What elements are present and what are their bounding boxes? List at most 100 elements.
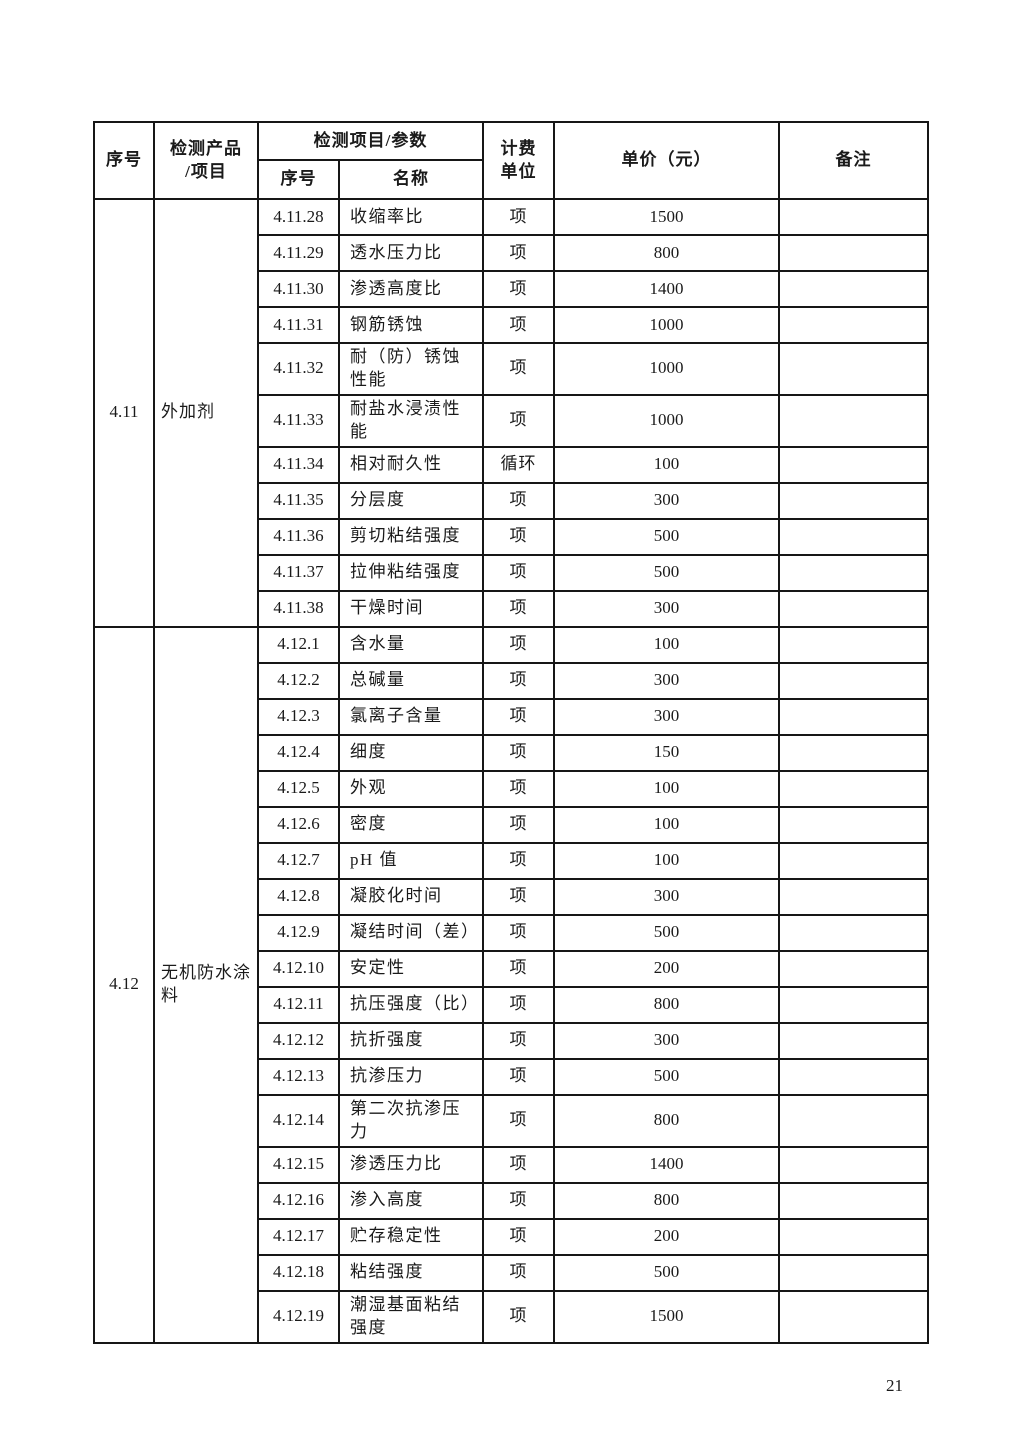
- table-row: 4.12.7 pH 值项 100: [94, 841, 930, 880]
- row-index-cell: 4.12.18: [257, 1253, 340, 1292]
- row-index-cell: 4.12.13: [257, 1057, 340, 1096]
- row-index-cell: 4.11.29: [257, 234, 340, 272]
- row-price-cell: 300: [553, 877, 781, 916]
- row-unit-cell: 项: [482, 1021, 556, 1060]
- row-remark-cell: [778, 234, 930, 272]
- row-price-cell: 300: [553, 661, 781, 700]
- row-remark-cell: [778, 949, 930, 988]
- row-unit-cell: 项: [482, 985, 556, 1024]
- row-price-cell: 1000: [553, 342, 781, 396]
- row-name-cell: 凝结时间（差）: [337, 913, 485, 952]
- row-name-cell: 第二次抗渗压力: [337, 1093, 485, 1148]
- row-index-cell: 4.12.6: [257, 805, 340, 844]
- row-name-cell: 密度: [337, 805, 485, 844]
- section-index-cell: 4.11: [93, 198, 155, 628]
- table-row: 4.12.8 凝胶化时间项 300: [94, 877, 930, 916]
- row-price-cell: 300: [553, 1021, 781, 1060]
- header-product-line1: 检测产品: [170, 138, 242, 158]
- row-name-cell: 耐盐水浸渍性能: [337, 393, 485, 448]
- row-remark-cell: [778, 1289, 930, 1344]
- table-row: 4.11.36 剪切粘结强度项 500: [94, 517, 930, 556]
- row-price-cell: 1400: [553, 270, 781, 308]
- row-index-cell: 4.12.9: [257, 913, 340, 952]
- row-unit-cell: 项: [482, 1253, 556, 1292]
- table-row: 4.12.4 细度项 150: [94, 733, 930, 772]
- table-row: 4.11.29 透水压力比项 800: [94, 234, 930, 272]
- table-row: 4.11.32 耐（防）锈蚀性能项 1000: [94, 342, 930, 396]
- row-remark-cell: [778, 841, 930, 880]
- row-index-cell: 4.12.11: [257, 985, 340, 1024]
- row-remark-cell: [778, 517, 930, 556]
- header-billing-unit-line2: 单位: [500, 161, 537, 181]
- row-name-cell: 含水量: [337, 625, 485, 664]
- row-price-cell: 800: [553, 1093, 781, 1148]
- row-price-cell: 100: [553, 805, 781, 844]
- row-unit-cell: 项: [482, 805, 556, 844]
- row-unit-cell: 项: [482, 517, 556, 556]
- row-index-cell: 4.11.38: [257, 589, 340, 628]
- table-row: 4.12.12 抗折强度项 300: [94, 1021, 930, 1060]
- header-billing-unit: 计费 单位: [482, 121, 556, 200]
- row-remark-cell: [778, 1057, 930, 1096]
- row-price-cell: 300: [553, 697, 781, 736]
- row-index-cell: 4.11.30: [257, 270, 340, 308]
- table-row: 4.12.3 氯离子含量项 300: [94, 697, 930, 736]
- row-price-cell: 150: [553, 733, 781, 772]
- row-index-cell: 4.11.28: [257, 198, 340, 236]
- row-unit-cell: 项: [482, 877, 556, 916]
- row-price-cell: 100: [553, 769, 781, 808]
- header-param-name: 名称: [337, 159, 485, 200]
- row-name-cell: 安定性: [337, 949, 485, 988]
- row-unit-cell: 项: [482, 913, 556, 952]
- table-row: 4.12.9 凝结时间（差）项 500: [94, 913, 930, 952]
- fee-table-body: 4.11 外加剂 4.11.28 收缩率比项 1500 4.11.29 透水压力比项 800 4…: [93, 198, 930, 1344]
- row-name-cell: pH 值: [337, 841, 485, 880]
- row-unit-cell: 项: [482, 661, 556, 700]
- row-name-cell: 凝胶化时间: [337, 877, 485, 916]
- row-unit-cell: 项: [482, 1181, 556, 1220]
- header-row-1: 序号 检测产品 /项目 检测项目/参数 计费 单位 单价（元） 备注: [93, 121, 930, 200]
- row-price-cell: 100: [553, 841, 781, 880]
- row-unit-cell: 项: [482, 949, 556, 988]
- row-index-cell: 4.12.12: [257, 1021, 340, 1060]
- row-name-cell: 渗透压力比: [337, 1145, 485, 1184]
- row-name-cell: 抗渗压力: [337, 1057, 485, 1096]
- row-index-cell: 4.12.2: [257, 661, 340, 700]
- row-name-cell: 耐（防）锈蚀性能: [337, 342, 485, 396]
- section-product-cell: 外加剂: [153, 198, 259, 628]
- row-unit-cell: 项: [482, 1145, 556, 1184]
- row-price-cell: 1000: [553, 306, 781, 344]
- row-price-cell: 500: [553, 517, 781, 556]
- row-name-cell: 干燥时间: [337, 589, 485, 628]
- row-price-cell: 800: [553, 985, 781, 1024]
- table-row: 4.11.30 渗透高度比项 1400: [94, 270, 930, 308]
- header-product-line2: /项目: [185, 161, 227, 181]
- row-remark-cell: [778, 553, 930, 592]
- row-remark-cell: [778, 445, 930, 484]
- row-name-cell: 抗折强度: [337, 1021, 485, 1060]
- row-remark-cell: [778, 1021, 930, 1060]
- row-name-cell: 渗透高度比: [337, 270, 485, 308]
- row-remark-cell: [778, 913, 930, 952]
- row-price-cell: 500: [553, 1057, 781, 1096]
- row-remark-cell: [778, 661, 930, 700]
- table-row: 4.11.37 拉伸粘结强度项 500: [94, 553, 930, 592]
- row-unit-cell: 项: [482, 625, 556, 664]
- row-remark-cell: [778, 625, 930, 664]
- row-remark-cell: [778, 1217, 930, 1256]
- row-name-cell: 外观: [337, 769, 485, 808]
- row-index-cell: 4.12.10: [257, 949, 340, 988]
- header-index: 序号: [93, 121, 155, 200]
- table-row: 4.12.6 密度项 100: [94, 805, 930, 844]
- table-row: 4.11.35 分层度项 300: [94, 481, 930, 520]
- row-unit-cell: 项: [482, 270, 556, 308]
- row-price-cell: 500: [553, 913, 781, 952]
- table-row: 4.11.34 相对耐久性 循环 100: [94, 445, 930, 484]
- row-price-cell: 500: [553, 553, 781, 592]
- row-price-cell: 300: [553, 481, 781, 520]
- row-name-cell: 透水压力比: [337, 234, 485, 272]
- table-row: 4.12.10 安定性项 200: [94, 949, 930, 988]
- table-row: 4.11.33 耐盐水浸渍性能项 1000: [94, 393, 930, 448]
- row-remark-cell: [778, 1181, 930, 1220]
